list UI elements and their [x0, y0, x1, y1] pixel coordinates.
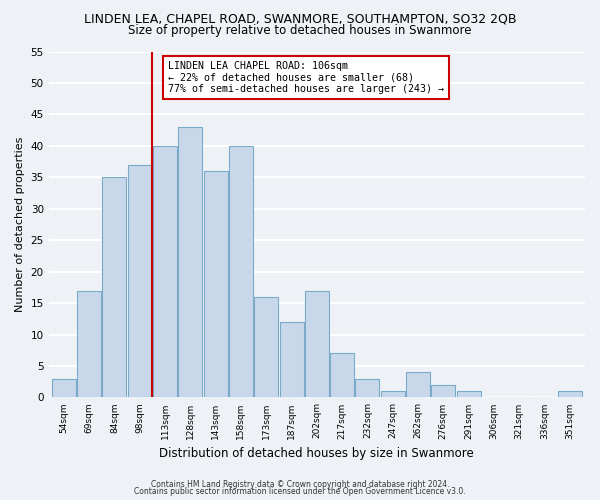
Bar — [280, 322, 304, 398]
Bar — [330, 354, 354, 398]
Text: LINDEN LEA, CHAPEL ROAD, SWANMORE, SOUTHAMPTON, SO32 2QB: LINDEN LEA, CHAPEL ROAD, SWANMORE, SOUTH… — [84, 12, 516, 26]
Bar — [203, 171, 227, 398]
Text: Size of property relative to detached houses in Swanmore: Size of property relative to detached ho… — [128, 24, 472, 37]
Bar — [355, 378, 379, 398]
Bar — [77, 290, 101, 398]
Bar — [153, 146, 177, 398]
Bar — [103, 178, 127, 398]
Bar — [229, 146, 253, 398]
Bar — [254, 297, 278, 398]
Text: Contains HM Land Registry data © Crown copyright and database right 2024.: Contains HM Land Registry data © Crown c… — [151, 480, 449, 489]
Y-axis label: Number of detached properties: Number of detached properties — [15, 137, 25, 312]
Bar — [305, 290, 329, 398]
Bar — [431, 385, 455, 398]
Bar — [381, 391, 405, 398]
Text: LINDEN LEA CHAPEL ROAD: 106sqm
← 22% of detached houses are smaller (68)
77% of : LINDEN LEA CHAPEL ROAD: 106sqm ← 22% of … — [167, 61, 443, 94]
X-axis label: Distribution of detached houses by size in Swanmore: Distribution of detached houses by size … — [160, 447, 474, 460]
Bar — [52, 378, 76, 398]
Bar — [178, 127, 202, 398]
Bar — [128, 164, 152, 398]
Bar — [457, 391, 481, 398]
Bar — [558, 391, 582, 398]
Bar — [406, 372, 430, 398]
Text: Contains public sector information licensed under the Open Government Licence v3: Contains public sector information licen… — [134, 487, 466, 496]
